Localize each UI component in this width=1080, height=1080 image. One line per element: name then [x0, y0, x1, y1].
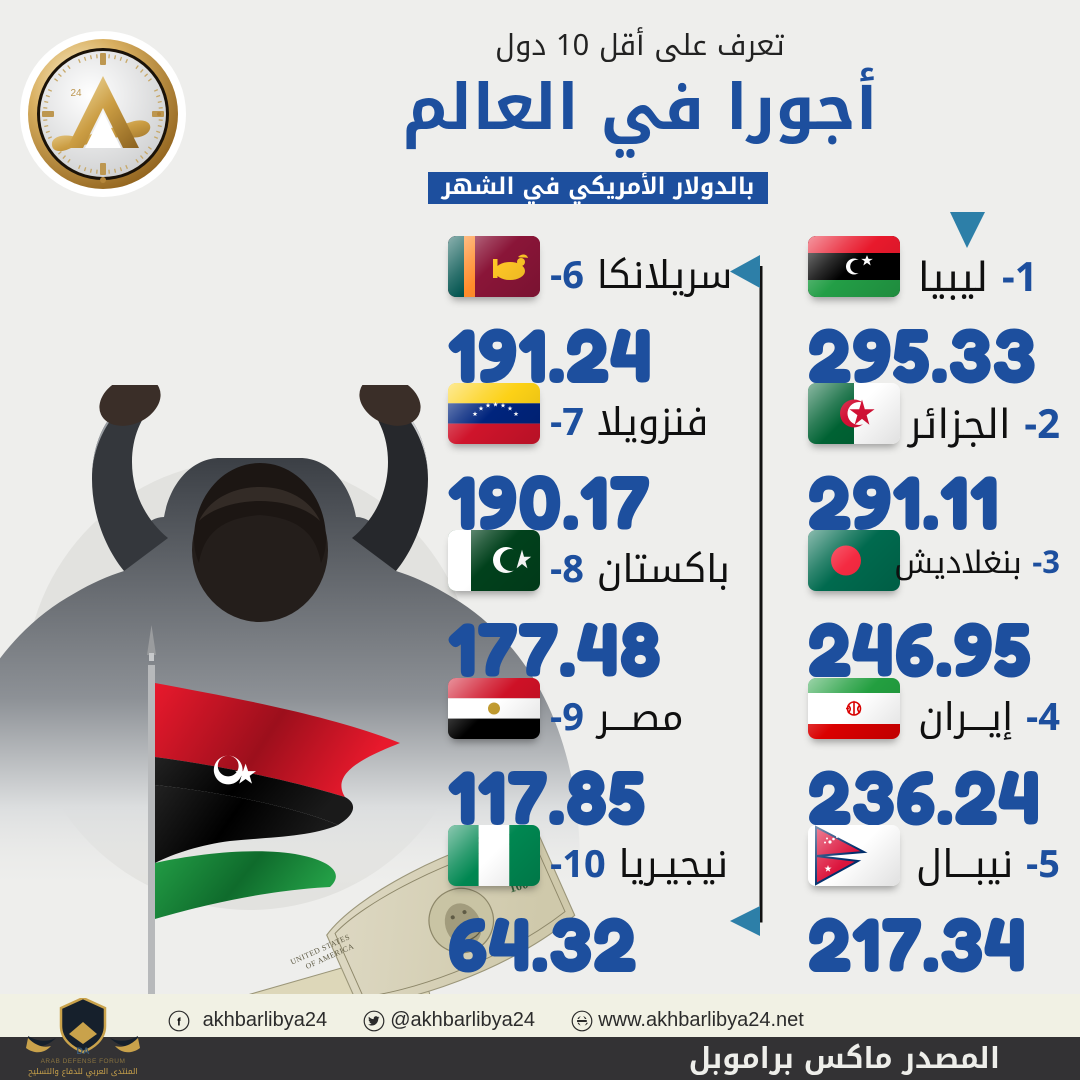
svg-text:f: f	[177, 1016, 181, 1028]
